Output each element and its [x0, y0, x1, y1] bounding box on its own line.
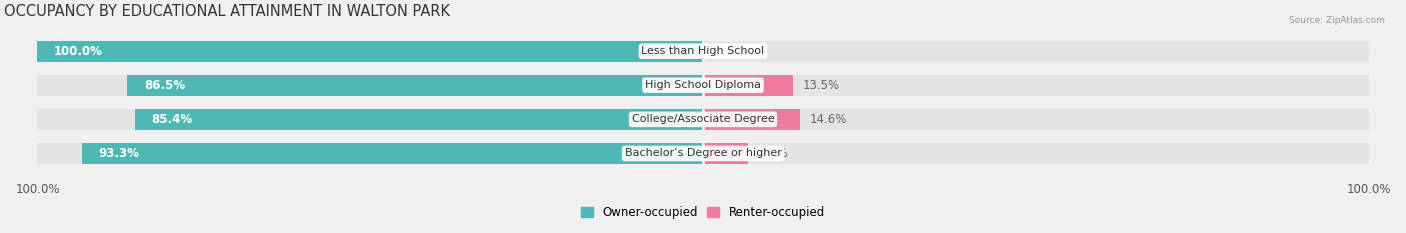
- Legend: Owner-occupied, Renter-occupied: Owner-occupied, Renter-occupied: [581, 206, 825, 219]
- Text: Bachelor’s Degree or higher: Bachelor’s Degree or higher: [624, 148, 782, 158]
- Text: 100.0%: 100.0%: [53, 45, 103, 58]
- Bar: [38, 109, 1368, 130]
- Text: 13.5%: 13.5%: [803, 79, 839, 92]
- Text: Less than High School: Less than High School: [641, 46, 765, 56]
- Bar: [135, 109, 703, 130]
- Text: 6.8%: 6.8%: [758, 147, 787, 160]
- Text: 0.0%: 0.0%: [716, 45, 747, 58]
- Text: 93.3%: 93.3%: [98, 147, 139, 160]
- Bar: [38, 41, 703, 62]
- Text: College/Associate Degree: College/Associate Degree: [631, 114, 775, 124]
- Text: Source: ZipAtlas.com: Source: ZipAtlas.com: [1289, 16, 1385, 25]
- Bar: [703, 143, 748, 164]
- Text: OCCUPANCY BY EDUCATIONAL ATTAINMENT IN WALTON PARK: OCCUPANCY BY EDUCATIONAL ATTAINMENT IN W…: [4, 4, 450, 19]
- Bar: [703, 75, 793, 96]
- Bar: [38, 143, 1368, 164]
- Bar: [38, 41, 1368, 62]
- Bar: [128, 75, 703, 96]
- Bar: [82, 143, 703, 164]
- Text: 14.6%: 14.6%: [810, 113, 848, 126]
- Text: 86.5%: 86.5%: [143, 79, 186, 92]
- Bar: [38, 75, 1368, 96]
- Text: High School Diploma: High School Diploma: [645, 80, 761, 90]
- Text: 85.4%: 85.4%: [152, 113, 193, 126]
- Bar: [703, 109, 800, 130]
